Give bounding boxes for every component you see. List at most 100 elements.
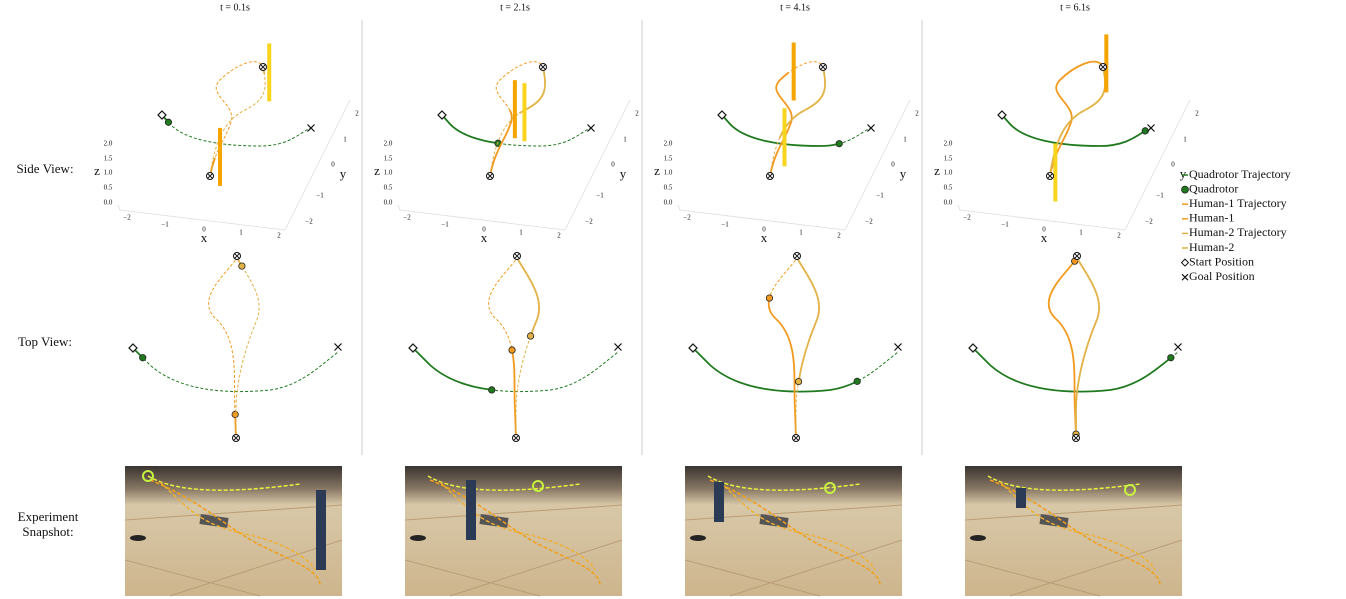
goal-marker: [334, 343, 342, 351]
start-marker: [408, 343, 418, 353]
trajectory-executed: [767, 257, 798, 439]
trajectory-executed: [441, 114, 592, 147]
trajectory-planned: [1049, 61, 1104, 177]
axis-line: [397, 99, 631, 231]
y-tick-label: 1: [1183, 136, 1187, 144]
x-tick-label: −1: [441, 221, 449, 229]
trajectory-planned: [235, 257, 260, 438]
trajectory-executed: [1049, 60, 1104, 177]
trajectory-planned: [132, 347, 339, 393]
trajectory-planned: [161, 114, 312, 147]
start-goal-marker: [234, 253, 240, 259]
row-label: Top View:: [18, 334, 72, 349]
snapshot-mat: [199, 514, 229, 528]
legend-label: Goal Position: [1189, 269, 1255, 283]
start-goal-marker: [514, 253, 520, 259]
x-tick-label: 2: [1117, 232, 1121, 240]
start-goal-marker: [794, 253, 800, 259]
legend-label: Quadrotor Trajectory: [1189, 167, 1291, 181]
x-axis-label: x: [481, 230, 488, 245]
z-tick-label: 1.5: [384, 155, 393, 163]
y-axis-label: y: [1180, 166, 1187, 181]
y-tick-label: 1: [623, 136, 627, 144]
x-tick-label: 2: [837, 232, 841, 240]
human-bar: [512, 80, 517, 139]
start-goal-marker: [1047, 173, 1053, 179]
z-tick-label: 0.0: [664, 199, 673, 207]
snapshot-quad-path: [707, 475, 861, 491]
trajectory-planned: [795, 257, 820, 438]
trajectory-executed: [235, 257, 261, 438]
trajectory-planned: [412, 347, 619, 393]
legend-label: Human-2: [1189, 240, 1234, 254]
snapshot-image: [965, 466, 1182, 596]
legend-label: Human-1: [1189, 211, 1234, 225]
agent-marker: [508, 346, 516, 354]
z-axis-label: z: [374, 163, 380, 178]
z-tick-label: 2.0: [104, 140, 113, 148]
goal-marker: [587, 124, 595, 132]
z-tick-label: 1.5: [664, 155, 673, 163]
column-title: t = 6.1s: [1060, 2, 1090, 13]
human-bar: [522, 83, 527, 142]
z-tick-label: 2.0: [384, 140, 393, 148]
agent-marker: [794, 377, 803, 386]
agent-marker: [238, 262, 246, 270]
start-marker: [128, 343, 138, 353]
start-marker: [717, 110, 727, 120]
z-tick-label: 0.5: [664, 184, 673, 192]
z-tick-label: 0.5: [384, 184, 393, 192]
trajectory-planned: [769, 61, 824, 177]
axis-line: [677, 99, 911, 231]
legend-label: Human-1 Trajectory: [1189, 196, 1287, 210]
y-axis-label: y: [620, 166, 627, 181]
x-tick-label: 0: [202, 226, 206, 234]
z-tick-label: 2.0: [664, 140, 673, 148]
z-tick-label: 1.5: [104, 155, 113, 163]
snapshot-quad: [1124, 484, 1136, 496]
human-bar: [782, 108, 787, 167]
x-tick-label: 2: [557, 232, 561, 240]
x-tick-label: 0: [762, 226, 766, 234]
snapshot-image: [125, 466, 342, 596]
x-tick-label: 1: [799, 229, 803, 237]
z-tick-label: 1.0: [664, 169, 673, 177]
x-tick-label: −1: [1001, 221, 1009, 229]
z-tick-label: 0.5: [944, 184, 953, 192]
axis-line: [957, 99, 1191, 231]
start-goal-marker: [513, 435, 519, 441]
snapshot-quad-path: [987, 475, 1141, 491]
snapshot-seam: [404, 504, 623, 597]
legend-swatch: [1181, 185, 1189, 194]
start-marker: [997, 110, 1007, 120]
trajectory-executed: [972, 347, 1179, 393]
x-tick-label: 0: [1042, 226, 1046, 234]
start-goal-marker: [260, 64, 266, 70]
snapshot-quad-path: [427, 475, 581, 491]
snapshot-mat: [759, 514, 789, 528]
start-goal-marker: [540, 64, 546, 70]
snapshot-disk: [970, 535, 986, 541]
trajectory-planned: [208, 257, 238, 439]
y-tick-label: 0: [1171, 161, 1175, 169]
x-axis-label: x: [761, 230, 768, 245]
start-marker: [437, 110, 447, 120]
z-tick-label: 1.5: [944, 155, 953, 163]
trajectory-planned: [515, 257, 540, 438]
y-tick-label: 1: [903, 136, 907, 144]
column-title: t = 4.1s: [780, 2, 810, 13]
agent-marker: [488, 386, 496, 394]
agent-marker: [835, 140, 843, 148]
trajectory-planned: [692, 347, 899, 393]
start-marker: [968, 343, 978, 353]
trajectory-executed: [795, 257, 821, 438]
y-tick-label: 0: [331, 161, 335, 169]
y-tick-label: 2: [355, 110, 359, 118]
x-tick-label: 1: [519, 229, 523, 237]
column-title: t = 2.1s: [500, 2, 530, 13]
x-axis-label: x: [201, 230, 208, 245]
snapshot-human-path: [149, 479, 321, 586]
agent-marker: [853, 377, 861, 385]
trajectory-executed: [1001, 114, 1152, 147]
